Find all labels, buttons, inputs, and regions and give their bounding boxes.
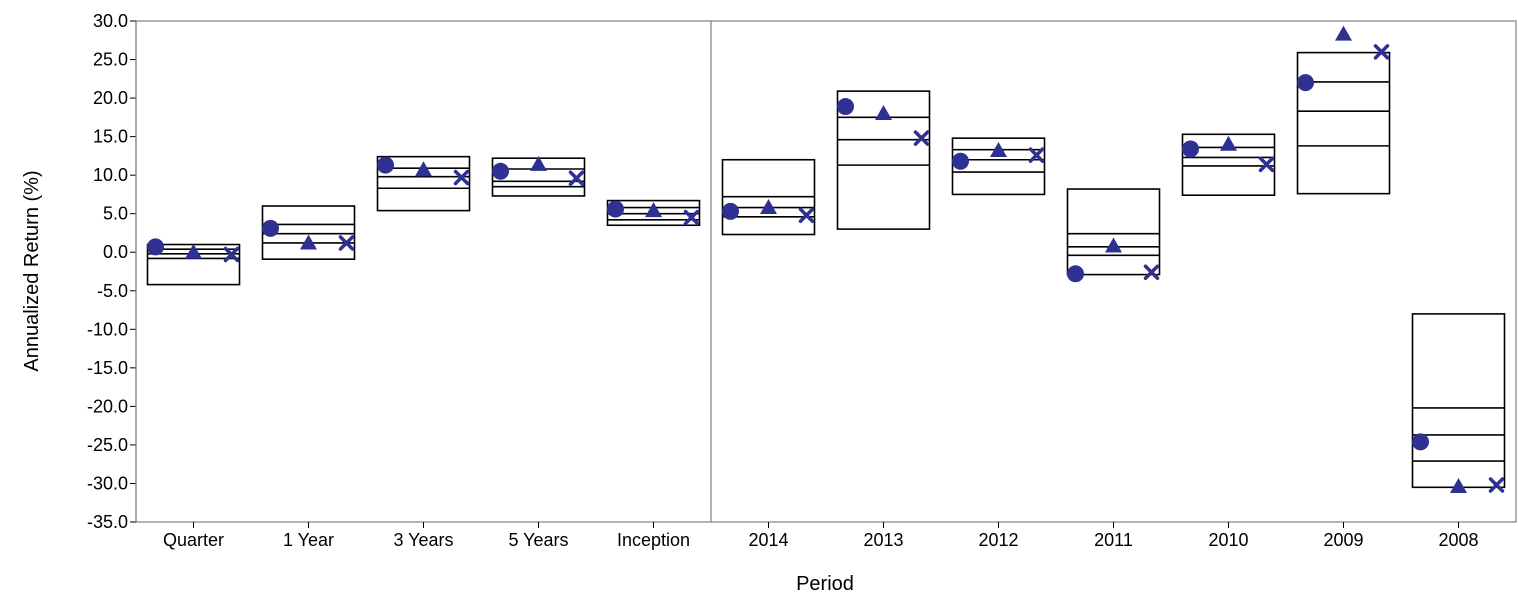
x-marker: [798, 207, 815, 223]
triangle-marker: [645, 202, 662, 218]
triangle-marker: [415, 161, 432, 177]
x-tick-label: 1 Year: [283, 530, 334, 550]
x-marker: [1028, 147, 1045, 163]
y-tick-label: -20.0: [87, 396, 128, 416]
x-tick-label: 3 Years: [393, 530, 453, 550]
circle-marker: [147, 238, 164, 256]
circle-marker: [1182, 140, 1199, 158]
circle-marker: [492, 162, 509, 180]
triangle-marker: [1105, 237, 1122, 253]
x-marker: [453, 169, 470, 186]
range-box-6: [721, 158, 816, 236]
range-box-outline: [951, 137, 1046, 196]
triangle-marker: [990, 141, 1007, 157]
y-tick-label: 10.0: [93, 165, 128, 185]
x-tick-label: 2010: [1208, 530, 1248, 550]
x-marker: [568, 170, 585, 186]
x-tick-label: 2013: [863, 530, 903, 550]
circle-marker: [837, 98, 854, 116]
y-axis-title: Annualized Return (%): [21, 170, 43, 371]
circle-marker: [607, 200, 624, 218]
x-marker: [1258, 156, 1275, 173]
y-tick-label: 30.0: [93, 11, 128, 31]
x-marker: [338, 235, 355, 251]
y-tick-label: 5.0: [103, 204, 128, 224]
circle-marker: [722, 202, 739, 220]
circle-marker: [1067, 265, 1084, 283]
range-box-outline: [836, 90, 931, 230]
y-tick-label: -25.0: [87, 435, 128, 455]
x-marker: [223, 246, 240, 263]
x-marker: [683, 209, 700, 226]
triangle-marker: [185, 243, 202, 259]
y-tick-label: -30.0: [87, 473, 128, 493]
x-tick-label: 2012: [978, 530, 1018, 550]
x-tick-label: 5 Years: [508, 530, 568, 550]
y-tick-label: 25.0: [93, 50, 128, 70]
triangle-marker: [1220, 135, 1237, 151]
data-markers: [147, 25, 1505, 494]
range-box-11: [1296, 51, 1391, 195]
x-tick-label: Quarter: [163, 530, 224, 550]
x-tick-label: 2009: [1323, 530, 1363, 550]
x-tick-label: 2011: [1094, 530, 1133, 550]
x-marker: [913, 130, 930, 146]
x-marker: [1143, 264, 1160, 281]
y-tick-label: 20.0: [93, 88, 128, 108]
y-tick-label: -5.0: [97, 281, 128, 301]
triangle-marker: [875, 104, 892, 120]
y-tick-label: -15.0: [87, 358, 128, 378]
circle-marker: [377, 156, 394, 174]
range-box-outline: [376, 155, 471, 212]
circle-marker: [1297, 74, 1314, 92]
triangle-marker: [760, 198, 777, 214]
range-box-outline: [1181, 133, 1276, 196]
x-tick-label: Inception: [617, 530, 690, 550]
x-marker: [1488, 477, 1505, 493]
x-marker: [1373, 44, 1390, 60]
triangle-marker: [300, 234, 317, 250]
triangle-marker: [530, 155, 547, 171]
triangle-marker: [1335, 25, 1352, 41]
y-tick-label: -10.0: [87, 319, 128, 339]
y-tick-label: 15.0: [93, 127, 128, 147]
plot-frame: [135, 20, 1517, 523]
y-tick-label: -35.0: [87, 512, 128, 532]
axes: 30.0 25.0 20.0 15.0 10.0 5.0 0.0 -5.0 -10.0 -15.0…: [87, 11, 1479, 550]
x-axis-title: Period: [796, 573, 854, 595]
x-tick-label: 2008: [1438, 530, 1478, 550]
circle-marker: [952, 152, 969, 170]
range-box-outline: [1296, 51, 1391, 195]
range-boxes: [146, 51, 1506, 489]
triangle-marker: [1450, 478, 1467, 494]
circle-marker: [262, 219, 279, 237]
circle-marker: [1412, 433, 1429, 451]
range-box-9: [1066, 188, 1161, 276]
range-box-outline: [1066, 188, 1161, 276]
range-box-12: [1411, 313, 1506, 489]
plot-area: [135, 20, 1517, 523]
y-tick-label: 0.0: [103, 242, 128, 262]
range-box-outline: [261, 205, 356, 260]
x-tick-label: 2014: [748, 530, 788, 550]
